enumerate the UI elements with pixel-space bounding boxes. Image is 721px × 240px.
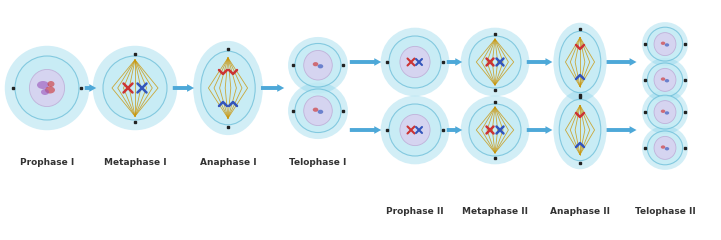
Ellipse shape xyxy=(295,43,341,87)
Ellipse shape xyxy=(642,90,688,134)
Ellipse shape xyxy=(381,28,449,96)
Ellipse shape xyxy=(313,62,319,66)
Ellipse shape xyxy=(389,104,441,156)
Ellipse shape xyxy=(647,131,683,165)
Ellipse shape xyxy=(647,27,683,61)
Ellipse shape xyxy=(661,110,665,113)
Ellipse shape xyxy=(400,114,430,146)
Text: Telophase I: Telophase I xyxy=(289,158,347,167)
Ellipse shape xyxy=(469,104,521,156)
Ellipse shape xyxy=(288,37,348,94)
Ellipse shape xyxy=(559,99,601,161)
Ellipse shape xyxy=(642,22,688,66)
Ellipse shape xyxy=(642,58,688,102)
Ellipse shape xyxy=(103,56,167,120)
Ellipse shape xyxy=(37,81,49,89)
Ellipse shape xyxy=(559,31,601,93)
Ellipse shape xyxy=(93,46,177,130)
Text: Telophase II: Telophase II xyxy=(634,207,695,216)
Ellipse shape xyxy=(41,89,49,95)
Ellipse shape xyxy=(313,108,319,112)
Ellipse shape xyxy=(647,63,683,97)
Ellipse shape xyxy=(665,147,669,150)
Ellipse shape xyxy=(304,50,332,80)
Ellipse shape xyxy=(201,51,255,125)
Ellipse shape xyxy=(661,77,665,81)
Ellipse shape xyxy=(30,69,65,107)
Ellipse shape xyxy=(665,79,669,82)
Ellipse shape xyxy=(193,41,263,135)
Ellipse shape xyxy=(48,81,55,87)
Ellipse shape xyxy=(661,42,665,45)
Text: Prophase II: Prophase II xyxy=(386,207,444,216)
Ellipse shape xyxy=(654,68,676,91)
Ellipse shape xyxy=(665,111,669,115)
Ellipse shape xyxy=(654,101,676,124)
Ellipse shape xyxy=(389,36,441,88)
Ellipse shape xyxy=(5,46,89,130)
Ellipse shape xyxy=(642,126,688,170)
Text: Metaphase II: Metaphase II xyxy=(462,207,528,216)
Ellipse shape xyxy=(295,89,341,132)
Ellipse shape xyxy=(15,56,79,120)
Ellipse shape xyxy=(469,36,521,88)
Ellipse shape xyxy=(318,110,323,114)
Ellipse shape xyxy=(461,28,529,96)
Ellipse shape xyxy=(461,96,529,164)
Ellipse shape xyxy=(288,83,348,139)
Ellipse shape xyxy=(304,96,332,126)
Ellipse shape xyxy=(381,96,449,164)
Ellipse shape xyxy=(647,95,683,129)
Ellipse shape xyxy=(318,64,323,68)
Ellipse shape xyxy=(654,33,676,56)
Text: Prophase I: Prophase I xyxy=(20,158,74,167)
Ellipse shape xyxy=(661,145,665,149)
Text: Metaphase I: Metaphase I xyxy=(104,158,167,167)
Text: Anaphase II: Anaphase II xyxy=(550,207,610,216)
Ellipse shape xyxy=(665,43,669,47)
Ellipse shape xyxy=(554,91,606,169)
Text: Anaphase I: Anaphase I xyxy=(200,158,256,167)
Ellipse shape xyxy=(45,86,55,94)
Ellipse shape xyxy=(554,23,606,101)
Ellipse shape xyxy=(400,46,430,78)
Ellipse shape xyxy=(654,136,676,159)
